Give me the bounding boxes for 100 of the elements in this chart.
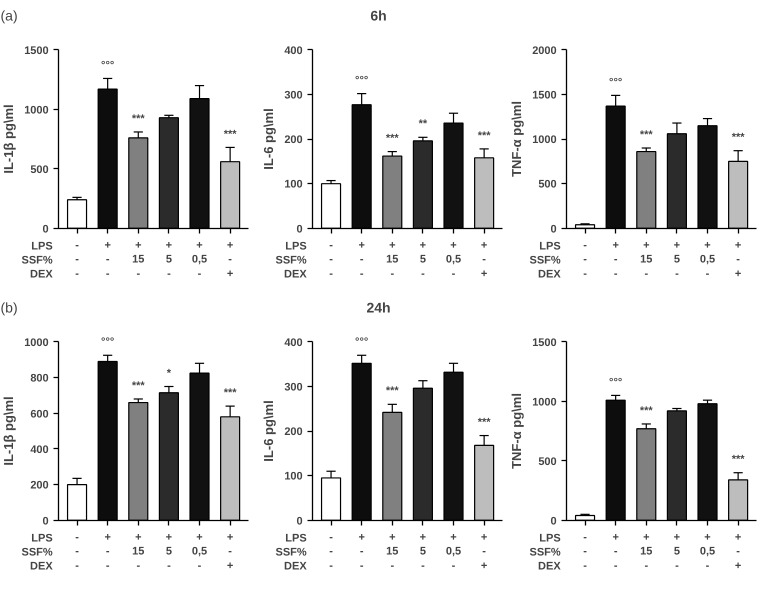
text: DEX [284,268,308,280]
data-label: °°° [101,59,114,72]
text: SSF% [276,254,307,266]
y-tick-label: 800 [30,372,49,385]
y-tick-label: 100 [284,178,303,191]
data-label: *** [732,132,746,144]
x-tick-label: + 15 - [132,531,144,572]
data-label: *** [478,130,492,142]
y-tick-label: 0 [42,515,49,528]
text: DEX [30,560,54,572]
text: SSF% [22,254,53,266]
y-tick-label: 100 [284,470,303,483]
chart-title: (b) [0,300,18,316]
text: DEX [538,268,562,280]
data-label: *** [732,454,746,466]
y-tick-label: 600 [30,408,49,420]
text: LPS [31,240,53,252]
y-tick-label: 1500 [532,336,557,349]
x-tick-label: + 0,5 - [446,239,462,280]
x-tick-label: - - - [75,239,80,280]
y-tick-label: 1500 [532,90,557,102]
text: LPS [285,240,307,252]
x-tick-label: - - - [583,239,588,280]
y-tick-label: 1000 [532,396,557,408]
x-tick-label: + - + [480,531,488,572]
y-tick-label: 1000 [24,104,49,116]
text: DEX [30,268,54,280]
text: SSF% [530,546,561,558]
data-label: * [166,367,172,380]
x-tick-label: + 15 - [386,531,398,572]
data-label: *** [386,132,400,144]
x-tick-label: + 5 - [166,239,172,280]
x-tick-label: + 0,5 - [700,531,716,572]
text: LPS [539,532,561,544]
x-tick-label: + 15 - [386,239,398,280]
text: DEX [538,560,562,572]
text: SSF% [276,546,307,558]
x-tick-label: + 5 - [674,239,680,280]
y-tick-label: 1000 [24,336,49,349]
y-axis-title: IL-1β pg\ml [1,396,16,466]
data-label: °°° [609,76,622,88]
x-tick-label: + 15 - [640,239,652,280]
x-tick-label: + - - [104,531,111,572]
data-label: *** [132,380,146,392]
y-tick-label: 0 [296,223,303,236]
data-label: *** [132,112,146,125]
x-tick-label: - - - [329,239,334,280]
y-tick-label: 500 [30,164,49,176]
y-axis-title: TNF-α pg\ml [509,393,524,469]
y-tick-label: 0 [550,223,557,236]
data-label: °°° [609,376,622,388]
y-tick-label: 1500 [24,44,49,57]
text: LPS [539,240,561,252]
y-tick-label: 300 [284,90,303,102]
y-tick-label: 500 [538,178,557,191]
text: LPS [285,532,307,544]
data-label: *** [640,128,654,141]
data-label: *** [224,128,238,140]
x-tick-label: + - - [358,531,365,572]
x-tick-label: + 5 - [674,531,680,572]
y-axis-title: IL-6 pg\ml [261,108,276,170]
x-tick-label: + 0,5 - [700,239,716,280]
y-tick-label: 500 [538,456,557,468]
text: LPS [31,532,53,544]
y-tick-label: 300 [284,382,303,394]
x-tick-label: + - - [358,239,365,280]
x-tick-label: + - + [734,239,742,280]
chart-title: (a) [0,8,18,24]
y-tick-label: 0 [550,515,557,528]
chart-title: 24h [366,300,391,316]
x-tick-label: - - - [583,531,588,572]
text: DEX [284,560,308,572]
x-tick-label: + 15 - [640,531,652,572]
data-label: °°° [101,336,114,348]
y-tick-label: 400 [30,444,49,456]
data-label: °°° [355,336,368,348]
y-axis-title: TNF-α pg\ml [509,101,524,177]
data-label: *** [386,385,400,398]
x-tick-label: + - - [612,239,619,280]
x-tick-label: + - - [104,239,111,280]
x-tick-label: + 15 - [132,239,144,280]
data-label: *** [640,404,654,417]
text: SSF% [22,546,53,558]
data-label: *** [224,386,238,399]
chart-title: 6h [370,8,387,24]
data-label: °°° [355,74,368,86]
x-tick-label: + 5 - [420,239,426,280]
y-tick-label: 200 [30,480,49,492]
x-tick-label: + - + [734,531,742,572]
y-tick-label: 400 [284,44,303,57]
x-tick-label: + - + [226,239,234,280]
y-tick-label: 200 [284,134,303,146]
y-tick-label: 200 [284,426,303,438]
y-tick-label: 1000 [532,134,557,146]
x-tick-label: + - + [226,531,234,572]
x-tick-label: + 5 - [166,531,172,572]
x-tick-label: - - - [75,531,80,572]
y-tick-label: 0 [296,515,303,528]
x-tick-label: + - - [612,531,619,572]
y-axis-title: IL-1β pg\ml [1,104,16,174]
